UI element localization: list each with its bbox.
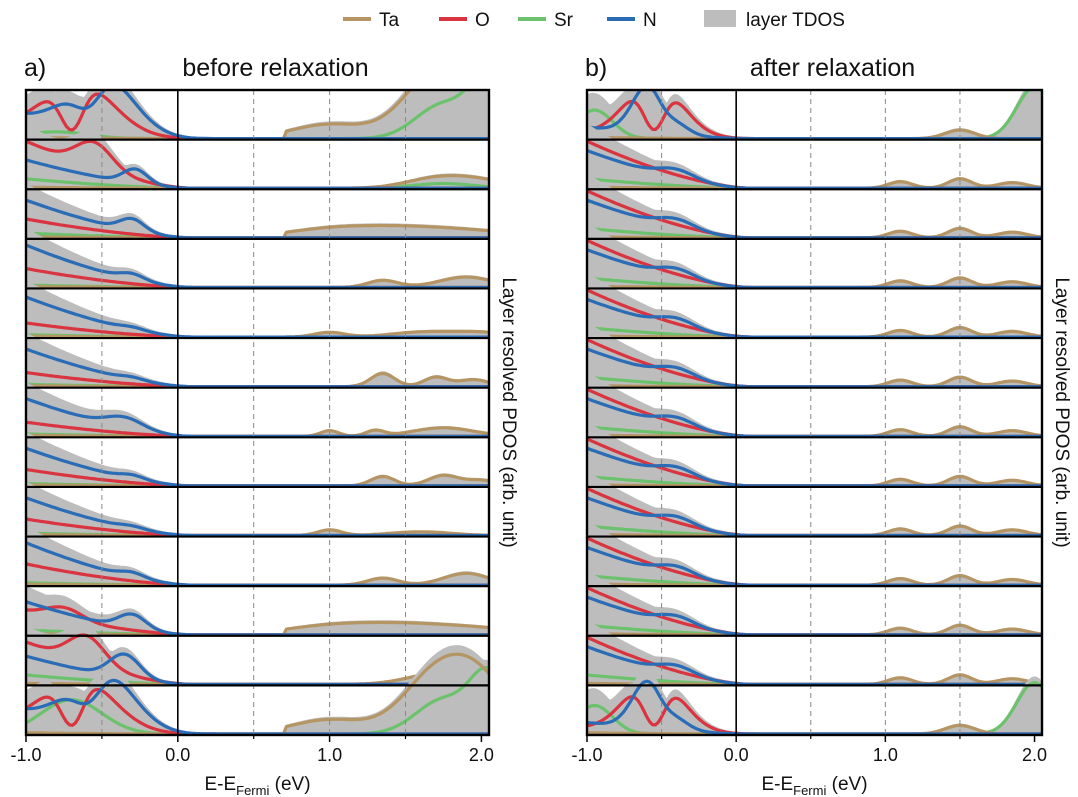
plot-frame xyxy=(24,88,491,737)
panel-label: b) xyxy=(585,54,607,82)
plot-frame xyxy=(585,88,1044,737)
x-tick-label: 0.0 xyxy=(165,745,190,765)
legend-label-n: N xyxy=(643,10,657,31)
layer-6 xyxy=(26,332,489,389)
tdos-area xyxy=(26,382,489,437)
x-tick-label: -1.0 xyxy=(10,745,41,765)
legend-label-ta: Ta xyxy=(379,10,400,31)
layer-3 xyxy=(26,183,489,240)
x-tick-label: 0.0 xyxy=(724,745,749,765)
layer-1 xyxy=(587,90,1042,141)
layer-8 xyxy=(26,431,489,488)
panel-after-relaxation: -1.0 0.0 1.0 2.0 E-EFermi (eV) Layer resolved… xyxy=(571,54,1072,797)
x-tick-label: -1.0 xyxy=(571,745,602,765)
y-axis-label: Layer resolved PDOS (arb. unit) xyxy=(498,277,519,547)
legend-swatch-tdos xyxy=(704,10,736,27)
tdos-area xyxy=(26,645,489,734)
tdos-area xyxy=(26,332,489,387)
legend-label-o: O xyxy=(475,10,490,31)
legend-label-tdos: layer TDOS xyxy=(746,10,845,31)
tdos-area xyxy=(26,481,489,536)
panel-title: before relaxation xyxy=(182,54,368,82)
y-axis-label: Layer resolved PDOS (arb. unit) xyxy=(1051,277,1072,547)
layer-11 xyxy=(26,585,489,637)
x-tick-label: 2.0 xyxy=(469,745,494,765)
panel-title: after relaxation xyxy=(750,54,915,82)
tdos-area xyxy=(26,585,489,635)
panel-before-relaxation: -1.0 0.0 1.0 2.0 E-EFermi (eV) Layer resolved… xyxy=(10,54,519,797)
panel-label: a) xyxy=(24,54,46,82)
x-tick-label: 1.0 xyxy=(317,745,342,765)
x-tick-label: 2.0 xyxy=(1022,745,1047,765)
tdos-area xyxy=(26,431,489,486)
x-axis-label: E-EFermi (eV) xyxy=(204,774,310,797)
layer-9 xyxy=(26,481,489,538)
tdos-area xyxy=(587,667,1042,734)
legend-label-sr: Sr xyxy=(554,10,574,31)
layer-7 xyxy=(26,382,489,438)
x-axis-label: E-EFermi (eV) xyxy=(761,774,867,797)
plot-area xyxy=(26,90,489,735)
x-tick-label: 1.0 xyxy=(873,745,898,765)
